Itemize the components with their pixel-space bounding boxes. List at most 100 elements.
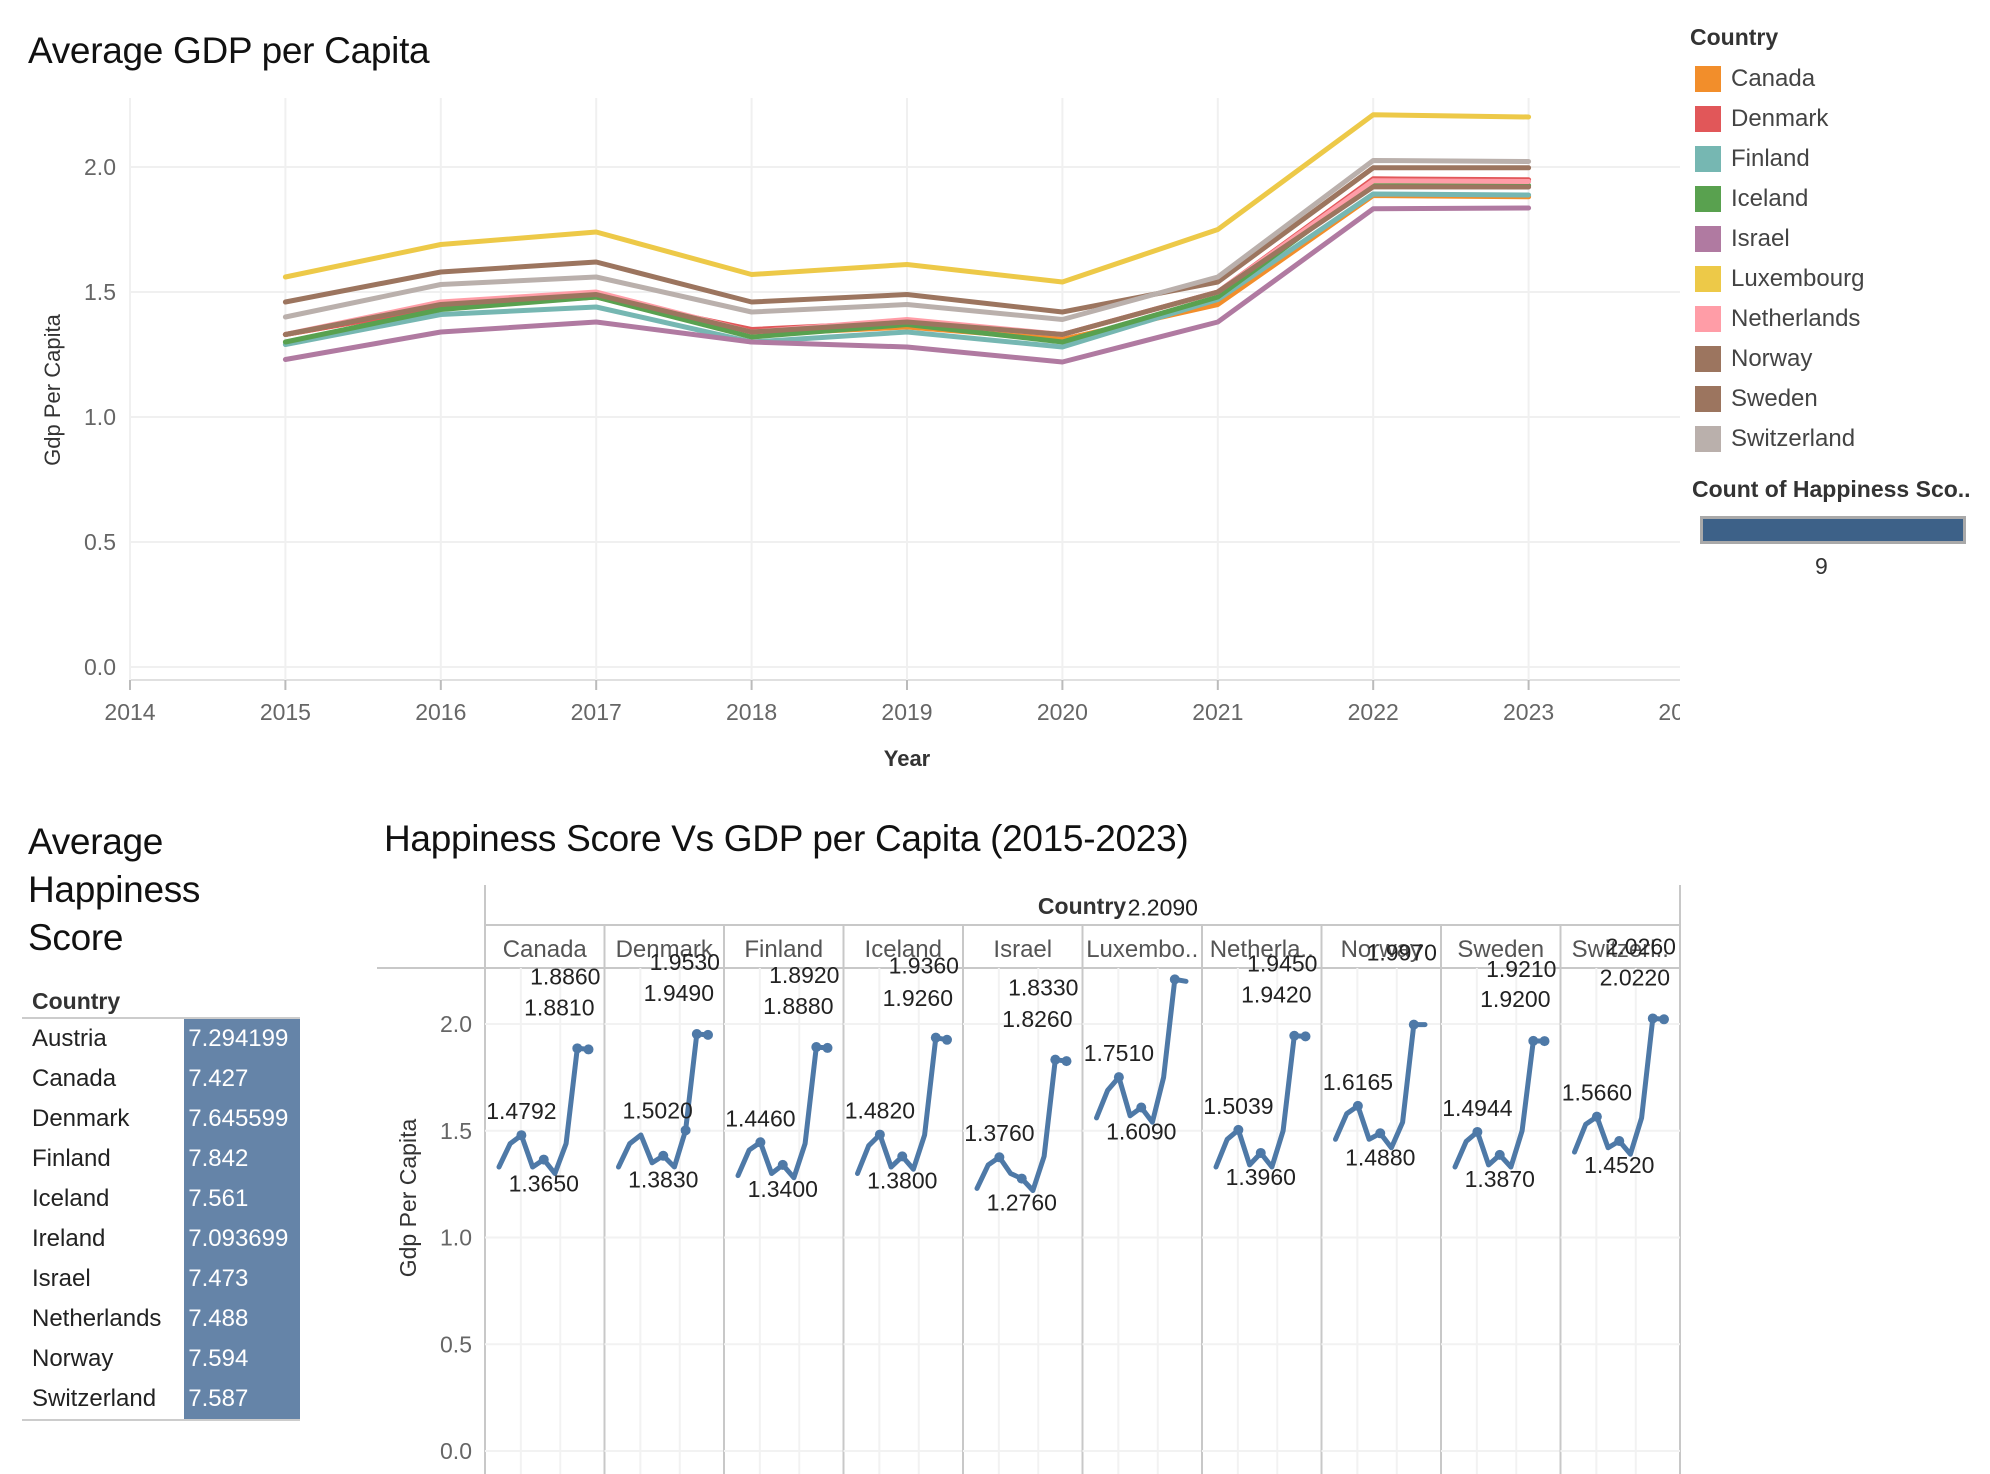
panel-point bbox=[572, 1043, 583, 1054]
panel-data-label: 1.3400 bbox=[748, 1176, 818, 1202]
y-tick-label: 2.0 bbox=[84, 154, 116, 180]
panel-data-label: 1.4944 bbox=[1442, 1095, 1513, 1121]
panel-data-label: 1.4460 bbox=[725, 1105, 795, 1131]
table-cell-value: 7.473 bbox=[184, 1259, 300, 1299]
legend-swatch bbox=[1695, 226, 1721, 252]
legend-item[interactable]: Iceland bbox=[1690, 179, 1864, 219]
legend-item[interactable]: Israel bbox=[1690, 219, 1864, 259]
panel-point bbox=[755, 1137, 766, 1148]
y-tick-label: 1.5 bbox=[440, 1118, 472, 1144]
legend-label: Iceland bbox=[1731, 185, 1809, 212]
legend-item[interactable]: Luxembourg bbox=[1690, 259, 1864, 299]
table-row: Netherlands 7.488 bbox=[22, 1299, 300, 1339]
y-axis-title: Gdp Per Capita bbox=[40, 313, 65, 465]
table-cell-value: 7.587 bbox=[184, 1379, 300, 1419]
panel-data-label: 1.4820 bbox=[845, 1098, 915, 1124]
panel-point bbox=[1352, 1100, 1363, 1111]
panel-data-label: 1.6165 bbox=[1323, 1069, 1393, 1095]
table-row: Iceland 7.561 bbox=[22, 1179, 300, 1219]
panel-point bbox=[822, 1042, 833, 1053]
legend-item[interactable]: Netherlands bbox=[1690, 299, 1864, 339]
panel-data-label: 1.9420 bbox=[1241, 981, 1311, 1007]
table-cell-value: 7.093699 bbox=[184, 1219, 300, 1259]
table-bottom-border bbox=[22, 1419, 300, 1421]
panel-point bbox=[691, 1029, 702, 1040]
legend-item[interactable]: Canada bbox=[1690, 59, 1864, 99]
table-row: Denmark 7.645599 bbox=[22, 1099, 300, 1139]
panel-line bbox=[1333, 1022, 1428, 1151]
table-header-country: Country bbox=[22, 985, 300, 1019]
legend-item[interactable]: Switzerland bbox=[1690, 419, 1864, 459]
x-tick-label: 2015 bbox=[260, 699, 311, 725]
y-tick-label: 1.5 bbox=[84, 279, 116, 305]
y-tick-label: 0.5 bbox=[440, 1331, 472, 1357]
legend-item[interactable]: Finland bbox=[1690, 139, 1864, 179]
panel-header-label: Sweden bbox=[1457, 936, 1544, 963]
table-row: Ireland 7.093699 bbox=[22, 1219, 300, 1259]
y-tick-label: 0.5 bbox=[84, 529, 116, 555]
happiness-table: Country Austria 7.294199 Canada 7.427 Denmar… bbox=[22, 985, 300, 1421]
panel-data-label: 1.8260 bbox=[1002, 1006, 1072, 1032]
legend-item[interactable]: Sweden bbox=[1690, 379, 1864, 419]
table-cell-value: 7.427 bbox=[184, 1059, 300, 1099]
x-tick-label: 2021 bbox=[1192, 699, 1243, 725]
panel-data-label: 1.3650 bbox=[509, 1171, 579, 1197]
legend-item[interactable]: Denmark bbox=[1690, 99, 1864, 139]
panel-data-label: 1.8860 bbox=[530, 963, 600, 989]
panel-point bbox=[680, 1125, 691, 1136]
series-line-switzerland bbox=[282, 158, 1532, 322]
panel-point bbox=[1169, 974, 1180, 985]
top-chart-title: Average GDP per Capita bbox=[28, 30, 430, 71]
panel-point bbox=[1472, 1126, 1483, 1137]
panel-data-label: 2.0260 bbox=[1606, 933, 1676, 959]
title-line: Score bbox=[28, 917, 124, 958]
panel-header-label: Finland bbox=[744, 936, 823, 963]
legend-label: Finland bbox=[1731, 145, 1810, 172]
legend-swatch bbox=[1695, 106, 1721, 132]
table-cell-country: Norway bbox=[32, 1345, 114, 1372]
legend-item[interactable]: Norway bbox=[1690, 339, 1864, 379]
color-legend: Country Canada Denmark Finland Iceland Israe… bbox=[1690, 24, 1864, 459]
panel-point bbox=[777, 1159, 788, 1170]
panel-data-label: 1.9530 bbox=[650, 949, 720, 975]
panel-point bbox=[897, 1151, 908, 1162]
x-tick-label: 2017 bbox=[571, 699, 622, 725]
panel-point bbox=[538, 1154, 549, 1165]
panel-data-label: 1.2760 bbox=[987, 1190, 1057, 1216]
legend-title: Country bbox=[1690, 24, 1779, 50]
panel-data-label: 1.3960 bbox=[1226, 1164, 1296, 1190]
panel-point bbox=[583, 1044, 594, 1055]
panel-point bbox=[930, 1032, 941, 1043]
panel-line bbox=[1572, 1015, 1667, 1157]
panel-point bbox=[1136, 1102, 1147, 1113]
series-line-israel bbox=[282, 205, 1532, 365]
table-cell-country: Israel bbox=[32, 1265, 91, 1292]
y-tick-label: 1.0 bbox=[84, 404, 116, 430]
panel-data-label: 2.0220 bbox=[1600, 964, 1670, 990]
panel-header-label: Luxembo.. bbox=[1086, 936, 1198, 963]
panel-data-label: 1.5039 bbox=[1203, 1093, 1273, 1119]
panel-header-label: Canada bbox=[503, 936, 588, 963]
panel-data-label: 1.3870 bbox=[1465, 1166, 1535, 1192]
y-tick-label: 2.0 bbox=[440, 1011, 472, 1037]
panel-point bbox=[516, 1130, 527, 1141]
panel-header-label: Iceland bbox=[865, 936, 942, 963]
series-line-luxembourg bbox=[282, 112, 1532, 285]
legend-swatch bbox=[1695, 186, 1721, 212]
panel-data-label: 1.3830 bbox=[628, 1167, 698, 1193]
x-tick-label: 2022 bbox=[1348, 699, 1399, 725]
column-header-title: Country bbox=[1038, 893, 1126, 919]
table-row: Switzerland 7.587 bbox=[22, 1379, 300, 1419]
x-tick-label: 2014 bbox=[104, 699, 155, 725]
panel-point bbox=[1016, 1173, 1027, 1184]
table-cell-value: 7.594 bbox=[184, 1339, 300, 1379]
panel-data-label: 1.6090 bbox=[1106, 1118, 1176, 1144]
panel-point bbox=[942, 1034, 952, 1045]
panel-point bbox=[1528, 1035, 1539, 1046]
series-line-sweden bbox=[282, 184, 1532, 337]
panel-data-label: 1.8880 bbox=[763, 993, 833, 1019]
x-tick-label: 2016 bbox=[415, 699, 466, 725]
panel-point bbox=[1647, 1013, 1658, 1024]
panel-data-label: 1.3800 bbox=[867, 1167, 937, 1193]
panel-point bbox=[1494, 1149, 1505, 1160]
